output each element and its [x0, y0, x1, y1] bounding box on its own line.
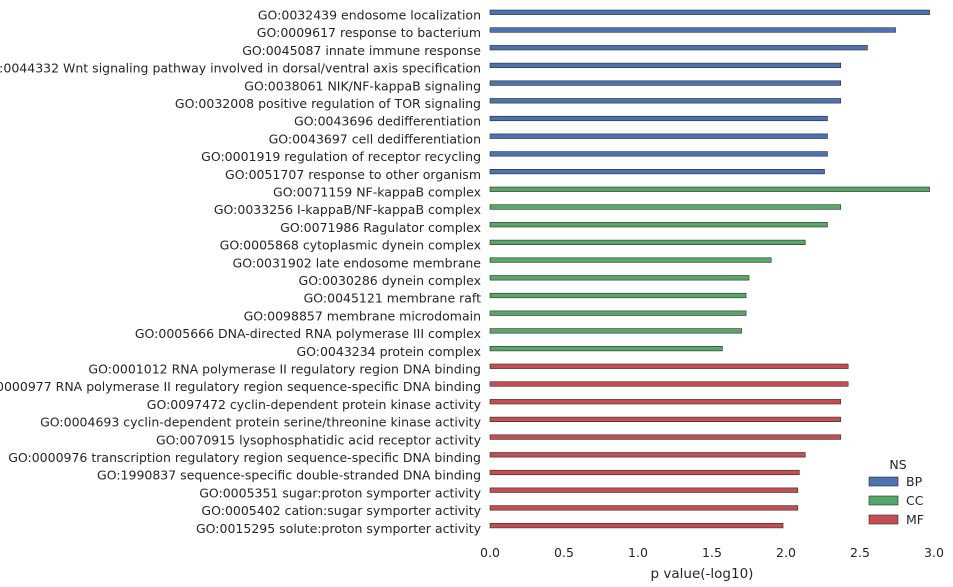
bar-mf [489, 522, 784, 529]
x-axis-ticks: 0.0 0.5 1.0 1.5 2.0 2.5 3.0 [480, 545, 944, 560]
category-label: GO:0005666 DNA-directed RNA polymerase I… [135, 326, 481, 341]
category-label: GO:0098857 membrane microdomain [244, 308, 481, 323]
x-tick-label: 0.0 [480, 545, 500, 560]
x-tick-label: 1.0 [628, 545, 648, 560]
category-label: GO:0033256 I-kappaB/NF-kappaB complex [214, 202, 481, 217]
category-label: GO:0032008 positive regulation of TOR si… [175, 96, 481, 111]
category-label: GO:0005402 cation:sugar symporter activi… [201, 503, 481, 518]
bar-cc [489, 222, 828, 228]
category-label: GO:0051707 response to other organism [225, 167, 481, 182]
bar-bp [489, 9, 930, 15]
legend-label-mf: MF [906, 512, 924, 527]
bar-cc [489, 204, 842, 210]
category-label: GO:0045087 innate immune response [242, 43, 481, 58]
bar-cc [489, 275, 750, 281]
category-label: GO:0032439 endosome localization [258, 8, 481, 23]
category-label: GO:0070915 lysophosphatidic acid recepto… [156, 432, 482, 447]
bar-bp [489, 27, 896, 33]
category-label: GO:0043696 dedifferentiation [294, 114, 481, 129]
legend-swatch-mf [868, 514, 899, 525]
bar-bp [489, 169, 825, 175]
bar-bp [489, 98, 842, 104]
legend-swatch-bp [868, 476, 899, 487]
bar-mf [489, 469, 800, 476]
category-label: GO:0030286 dynein complex [299, 273, 481, 288]
bar-cc [489, 310, 747, 316]
legend-label-cc: CC [906, 493, 924, 508]
category-label: GO:0001012 RNA polymerase II regulatory … [88, 362, 481, 377]
category-label: GO:0005351 sugar:proton symporter activi… [199, 485, 481, 500]
bar-cc [489, 292, 747, 299]
legend-label-bp: BP [906, 474, 923, 489]
bar-bp [489, 80, 842, 86]
category-label: GO:0071159 NF-kappaB complex [273, 185, 481, 200]
bar-mf [489, 363, 849, 369]
bar-mf [489, 416, 842, 423]
category-label: GO:0000976 transcription regulatory regi… [8, 450, 481, 465]
bar-mf [489, 381, 849, 387]
bar-bp [489, 133, 828, 139]
bar-mf [489, 505, 799, 511]
x-axis-title: p value(-log10) [651, 566, 754, 582]
x-tick-label: 3.0 [924, 545, 944, 560]
category-label: GO:0000977 RNA polymerase II regulatory … [0, 379, 481, 394]
bar-cc [489, 239, 806, 246]
x-tick-label: 0.5 [554, 545, 574, 560]
bar-cc [489, 328, 742, 334]
bar-mf [489, 399, 842, 405]
category-label: GO:0044332 Wnt signaling pathway involve… [0, 61, 481, 76]
bar-cc [489, 257, 772, 263]
bar-mf [489, 452, 806, 458]
category-label: GO:0097472 cyclin-dependent protein kina… [147, 397, 482, 412]
x-tick-label: 2.0 [776, 545, 796, 560]
category-label: GO:0001919 regulation of receptor recycl… [201, 149, 481, 164]
category-label: GO:0043234 protein complex [296, 344, 481, 359]
x-tick-label: 2.5 [850, 545, 870, 560]
legend-title: NS [889, 457, 906, 472]
bar-mf [489, 434, 842, 440]
category-label: GO:0071986 Ragulator complex [280, 220, 481, 235]
category-label: GO:0009617 response to bacterium [257, 25, 481, 40]
bar-cc [489, 186, 930, 192]
legend-swatch-cc [868, 495, 899, 506]
bar-bp [489, 62, 842, 68]
category-label: GO:0031902 late endosome membrane [233, 255, 482, 270]
bar-bp [489, 45, 868, 51]
legend-entries: BP CC MF [868, 474, 924, 527]
x-tick-label: 1.5 [702, 545, 722, 560]
category-label: GO:0045121 membrane raft [304, 291, 482, 306]
bars-group [489, 9, 930, 529]
category-label: GO:0015295 solute:proton symporter activ… [196, 521, 482, 536]
category-label: GO:0043697 cell dedifferentiation [269, 131, 481, 146]
bar-bp [489, 151, 828, 157]
bar-cc [489, 345, 723, 352]
category-label: GO:0005868 cytoplasmic dynein complex [220, 238, 481, 253]
category-label: GO:0038061 NIK/NF-kappaB signaling [244, 78, 481, 93]
category-labels: GO:0032439 endosome localization GO:00096… [0, 8, 482, 536]
bar-mf [489, 487, 799, 493]
category-label: GO:1990837 sequence-specific double-stra… [97, 468, 481, 483]
legend: NS BP CC MF [868, 457, 924, 527]
category-label: GO:0004693 cyclin-dependent protein seri… [40, 415, 481, 430]
bar-bp [489, 115, 828, 122]
